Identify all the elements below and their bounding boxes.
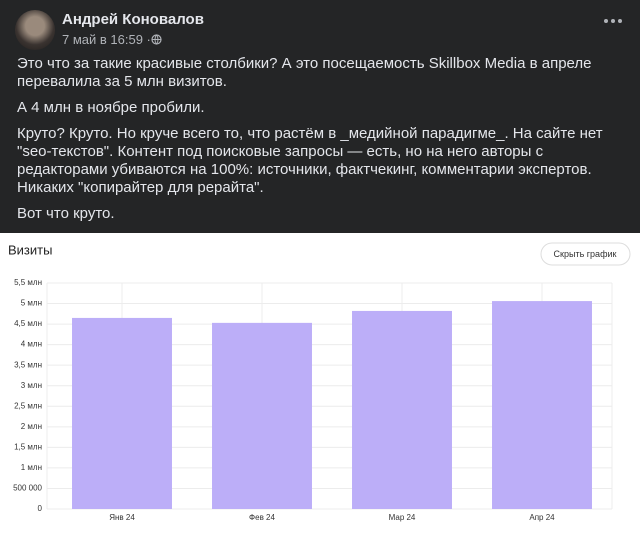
- y-tick-label: 2 млн: [21, 422, 42, 431]
- y-tick-label: 2,5 млн: [14, 401, 42, 410]
- post-date[interactable]: 7 май в 16:59 ·: [62, 32, 151, 47]
- paragraph: Круто? Круто. Но круче всего то, что рас…: [17, 125, 603, 196]
- chart: Визиты Скрыть график 0 500 000 1 млн 1,5 мл…: [0, 233, 640, 536]
- y-tick-label: 5 млн: [21, 299, 42, 308]
- y-tick-label: 500 000: [13, 484, 42, 493]
- paragraph: А 4 млн в ноябре пробили.: [17, 99, 205, 116]
- avatar[interactable]: [15, 10, 55, 50]
- bar: [492, 301, 592, 509]
- post-text: Это что за такие красивые столбики? А эт…: [17, 55, 623, 231]
- x-tick-label: Фев 24: [249, 513, 275, 522]
- hide-chart-button[interactable]: [540, 242, 631, 266]
- menu-button[interactable]: [602, 16, 624, 26]
- paragraph: Это что за такие красивые столбики? А эт…: [17, 55, 592, 90]
- y-tick-label: 1 млн: [21, 463, 42, 472]
- bar: [352, 310, 452, 509]
- y-tick-label: 4,5 млн: [14, 319, 42, 328]
- bar: [212, 322, 312, 509]
- x-tick-label: Мар 24: [389, 513, 416, 522]
- x-tick-label: Янв 24: [109, 513, 135, 522]
- paragraph: Вот что круто.: [17, 205, 115, 222]
- y-tick-label: 1,5 млн: [14, 442, 42, 451]
- y-tick-label: 0: [38, 504, 43, 513]
- x-tick-label: Апр 24: [529, 513, 555, 522]
- chart-title: Визиты: [8, 242, 52, 257]
- author-name[interactable]: Андрей Коновалов: [62, 11, 204, 28]
- globe-icon: [151, 34, 162, 45]
- y-tick-label: 3 млн: [21, 381, 42, 390]
- hide-chart-label[interactable]: Скрыть график: [554, 249, 617, 259]
- y-tick-label: 5,5 млн: [14, 278, 42, 287]
- y-tick-label: 4 млн: [21, 340, 42, 349]
- y-tick-label: 3,5 млн: [14, 360, 42, 369]
- bar: [72, 317, 172, 509]
